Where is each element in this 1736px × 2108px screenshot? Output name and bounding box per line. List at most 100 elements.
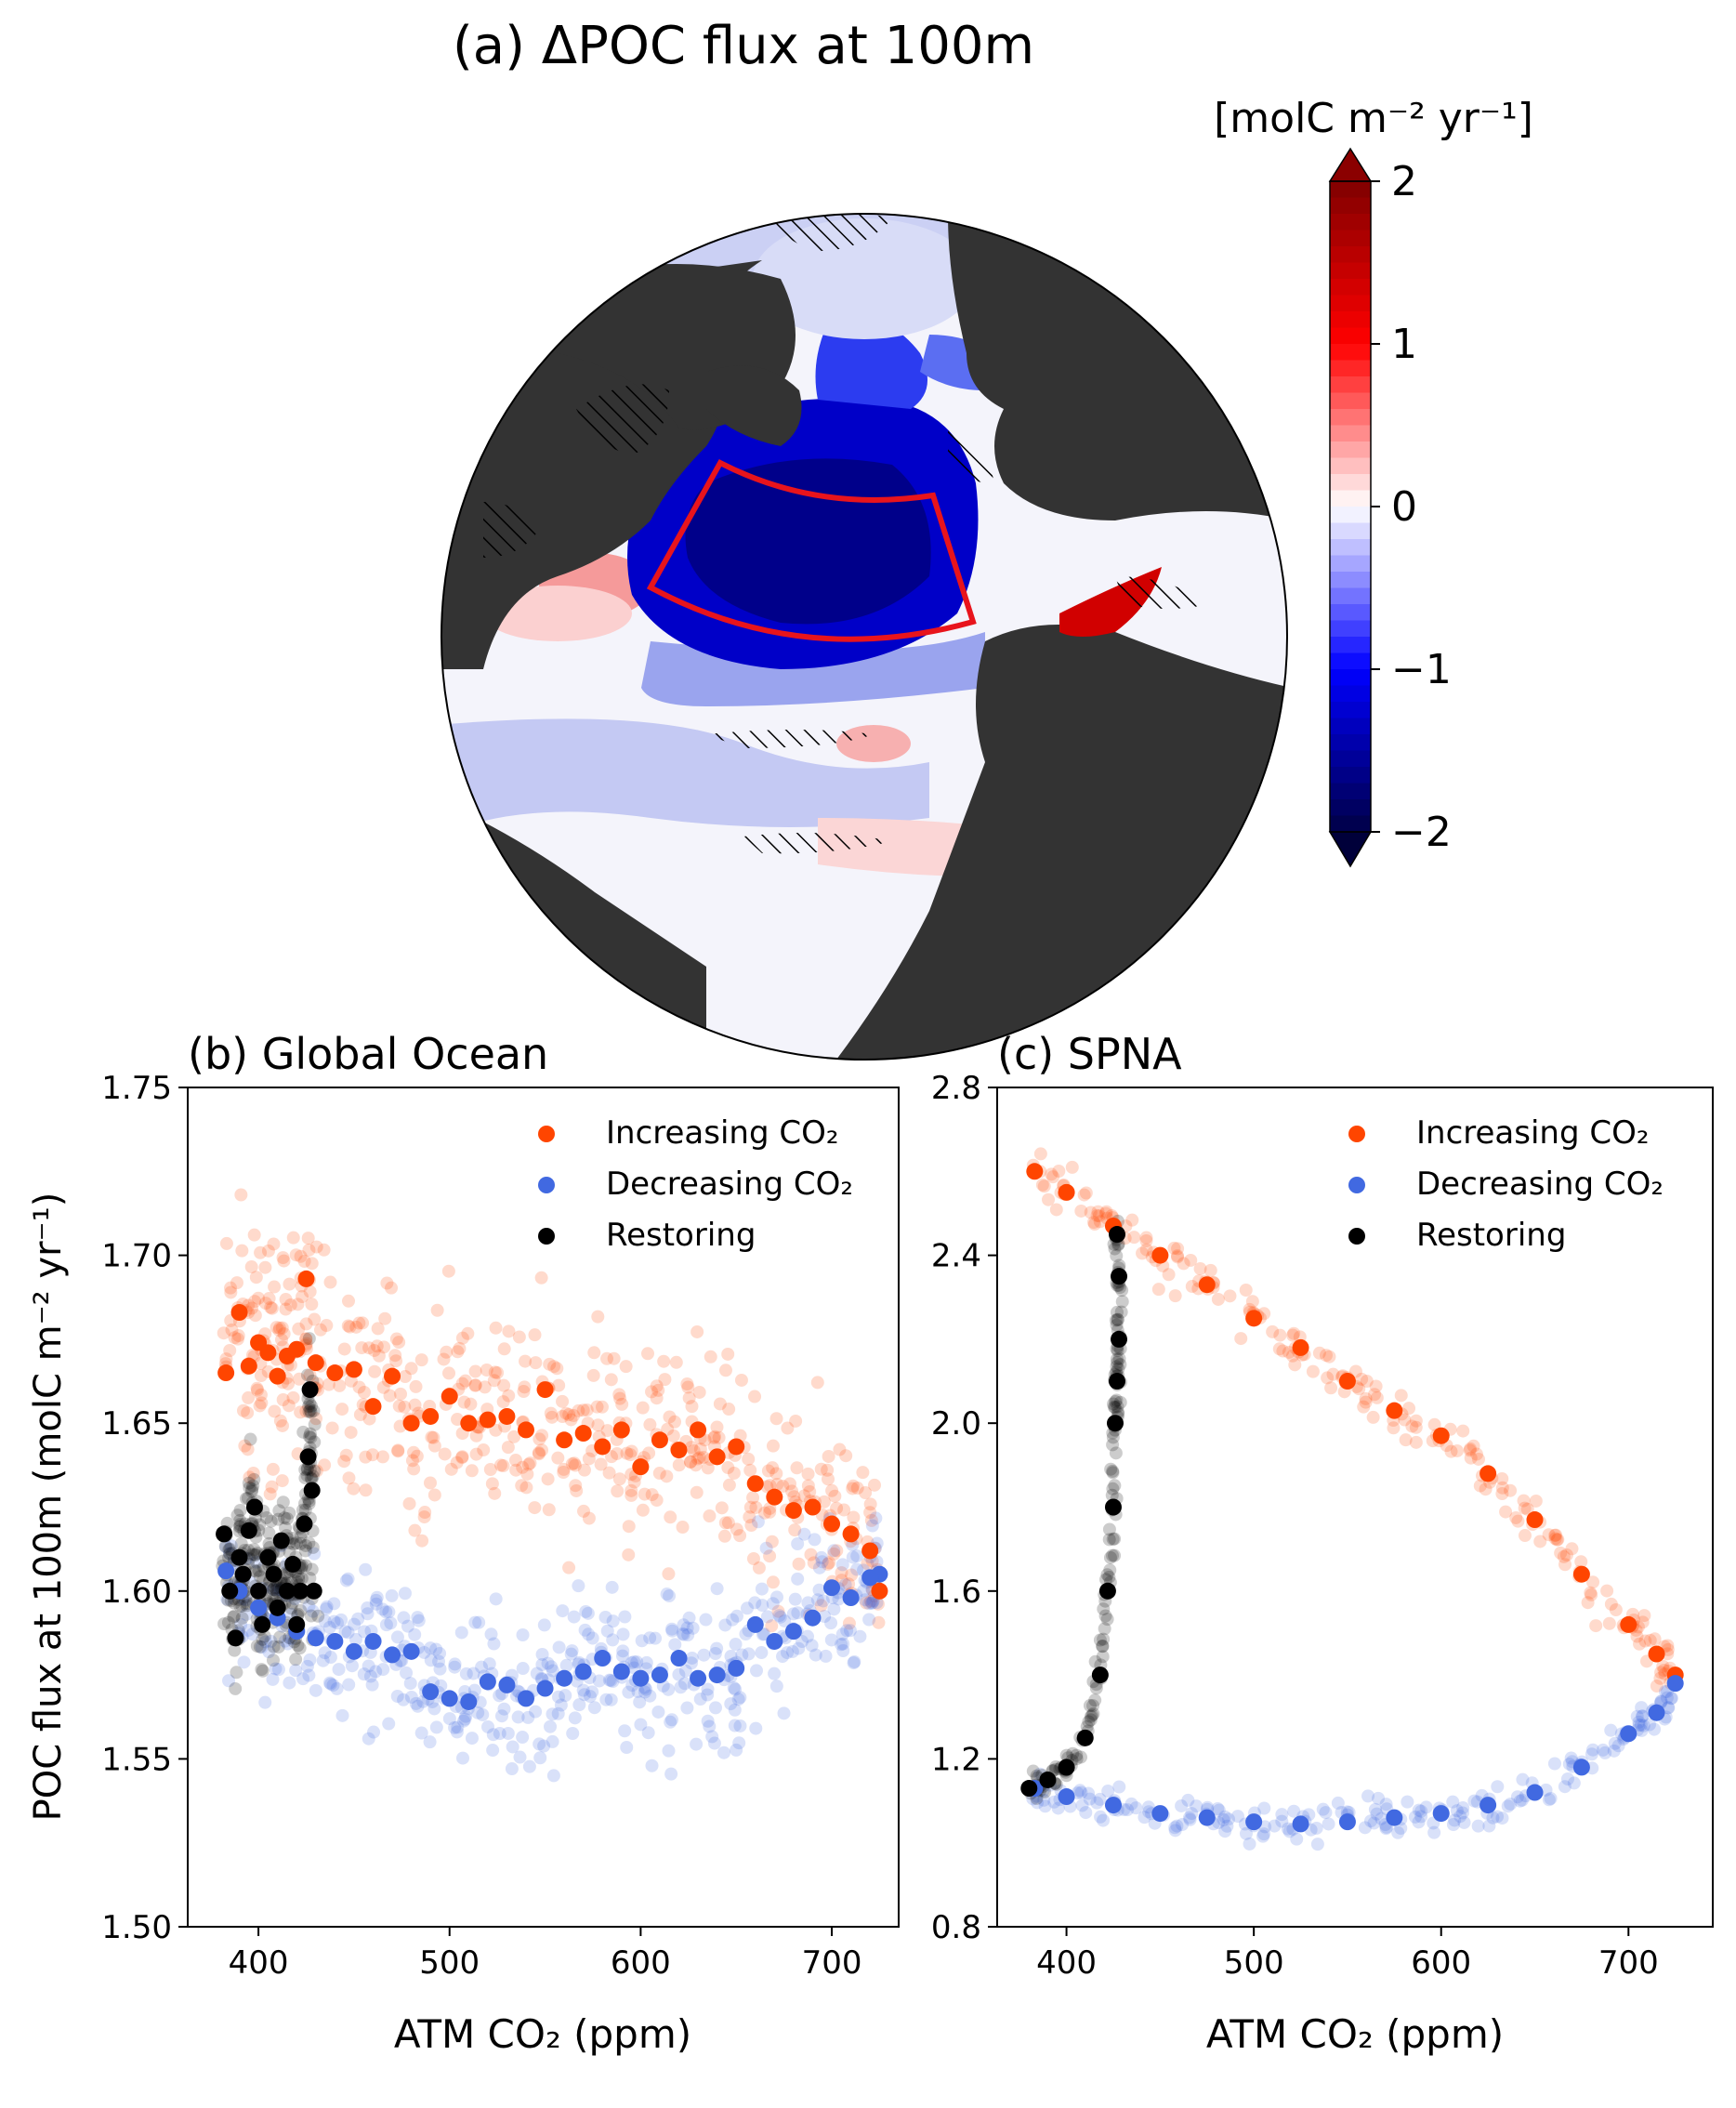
ensemble-point — [1648, 1632, 1662, 1646]
ensemble-point — [705, 1730, 719, 1744]
ensemble-point — [369, 1597, 383, 1611]
ensemble-point — [1111, 1356, 1124, 1370]
ensemble-point — [1139, 1231, 1153, 1245]
ensemble-point — [1491, 1810, 1505, 1824]
colorbar-band — [1330, 750, 1371, 768]
mean-point — [254, 1615, 271, 1633]
ensemble-point — [468, 1378, 482, 1392]
ensemble-point — [791, 1606, 805, 1620]
ensemble-point — [1093, 1215, 1107, 1229]
ensemble-point — [1193, 1262, 1207, 1276]
ensemble-point — [615, 1397, 629, 1411]
colorbar-band — [1330, 181, 1371, 198]
ensemble-point — [441, 1264, 455, 1278]
mean-point — [670, 1650, 688, 1667]
ensemble-point — [769, 1680, 783, 1693]
ensemble-point — [249, 1564, 263, 1578]
ensemble-point — [576, 1683, 590, 1697]
ensemble-point — [788, 1592, 802, 1606]
ensemble-point — [269, 1662, 283, 1676]
ensemble-point — [562, 1408, 576, 1422]
mean-point — [746, 1615, 764, 1633]
ensemble-point — [1042, 1192, 1056, 1206]
mean-point — [345, 1361, 362, 1378]
ensemble-point — [537, 1739, 551, 1753]
ensemble-point — [1562, 1757, 1576, 1771]
ensemble-point — [473, 1695, 487, 1709]
ensemble-point — [351, 1612, 365, 1626]
ensemble-point — [256, 1632, 270, 1646]
ensemble-point — [275, 1474, 289, 1488]
ensemble-point — [339, 1448, 353, 1462]
ensemble-point — [1664, 1691, 1678, 1705]
ensemble-point — [1319, 1806, 1333, 1820]
ensemble-point — [1114, 1305, 1128, 1319]
ensemble-point — [542, 1503, 556, 1517]
ensemble-point — [804, 1548, 818, 1561]
ensemble-point — [707, 1736, 721, 1750]
ensemble-point — [773, 1610, 787, 1624]
ensemble-point — [622, 1685, 636, 1699]
ensemble-point — [1604, 1597, 1618, 1611]
mean-point — [1039, 1771, 1057, 1788]
ensemble-point — [1124, 1797, 1138, 1811]
ensemble-point — [604, 1373, 618, 1387]
ensemble-point — [1650, 1679, 1664, 1693]
mean-point — [1620, 1615, 1637, 1633]
ensemble-point — [1096, 1640, 1110, 1653]
mean-point — [272, 1532, 290, 1549]
ensemble-point — [856, 1466, 870, 1480]
ensemble-point — [306, 1540, 320, 1554]
ensemble-point — [368, 1364, 382, 1378]
ensemble-point — [1401, 1795, 1414, 1809]
ensemble-point — [477, 1443, 491, 1457]
ensemble-point — [594, 1457, 608, 1471]
ensemble-point — [1453, 1810, 1467, 1824]
ensemble-point — [305, 1399, 319, 1413]
ensemble-point — [304, 1430, 318, 1444]
ensemble-point — [244, 1484, 258, 1498]
ensemble-point — [455, 1450, 469, 1464]
legend-label-increasing: Increasing CO₂ — [606, 1114, 838, 1152]
ensemble-point — [1099, 1205, 1113, 1219]
ensemble-point — [726, 1613, 740, 1627]
ensemble-point — [394, 1387, 408, 1401]
mean-point — [303, 1482, 321, 1499]
mean-point — [422, 1683, 440, 1701]
ensemble-point — [828, 1489, 842, 1503]
ensemble-point — [618, 1610, 632, 1624]
ensemble-point — [501, 1726, 515, 1740]
ensemble-point — [871, 1597, 885, 1611]
ensemble-point — [1110, 1249, 1124, 1263]
mean-point — [479, 1673, 496, 1691]
ensemble-point — [564, 1647, 578, 1661]
colorbar-band — [1330, 572, 1371, 588]
ensemble-point — [529, 1356, 543, 1370]
ensemble-point — [788, 1523, 802, 1537]
ensemble-point — [567, 1610, 581, 1624]
ensemble-point — [556, 1604, 570, 1618]
ensemble-point — [305, 1472, 319, 1486]
ensemble-point — [528, 1328, 542, 1342]
ensemble-point — [1106, 1464, 1120, 1478]
ensemble-point — [1102, 1522, 1116, 1536]
ensemble-point — [805, 1639, 819, 1653]
y-tick-label: 1.65 — [101, 1405, 172, 1443]
ensemble-point — [750, 1664, 764, 1678]
ensemble-point — [730, 1522, 743, 1536]
ensemble-point — [1176, 1818, 1190, 1832]
ensemble-point — [559, 1658, 573, 1672]
ensemble-point — [481, 1719, 495, 1733]
ensemble-point — [1112, 1351, 1126, 1365]
ensemble-point — [298, 1503, 312, 1517]
ensemble-point — [662, 1744, 676, 1758]
ensemble-point — [283, 1506, 296, 1520]
ensemble-point — [872, 1615, 886, 1629]
ensemble-point — [562, 1561, 576, 1574]
ensemble-point — [545, 1660, 559, 1674]
ensemble-point — [1368, 1388, 1382, 1402]
ensemble-point — [1479, 1482, 1493, 1496]
ensemble-point — [362, 1412, 376, 1426]
ensemble-point — [345, 1659, 359, 1673]
ensemble-point — [252, 1563, 266, 1577]
